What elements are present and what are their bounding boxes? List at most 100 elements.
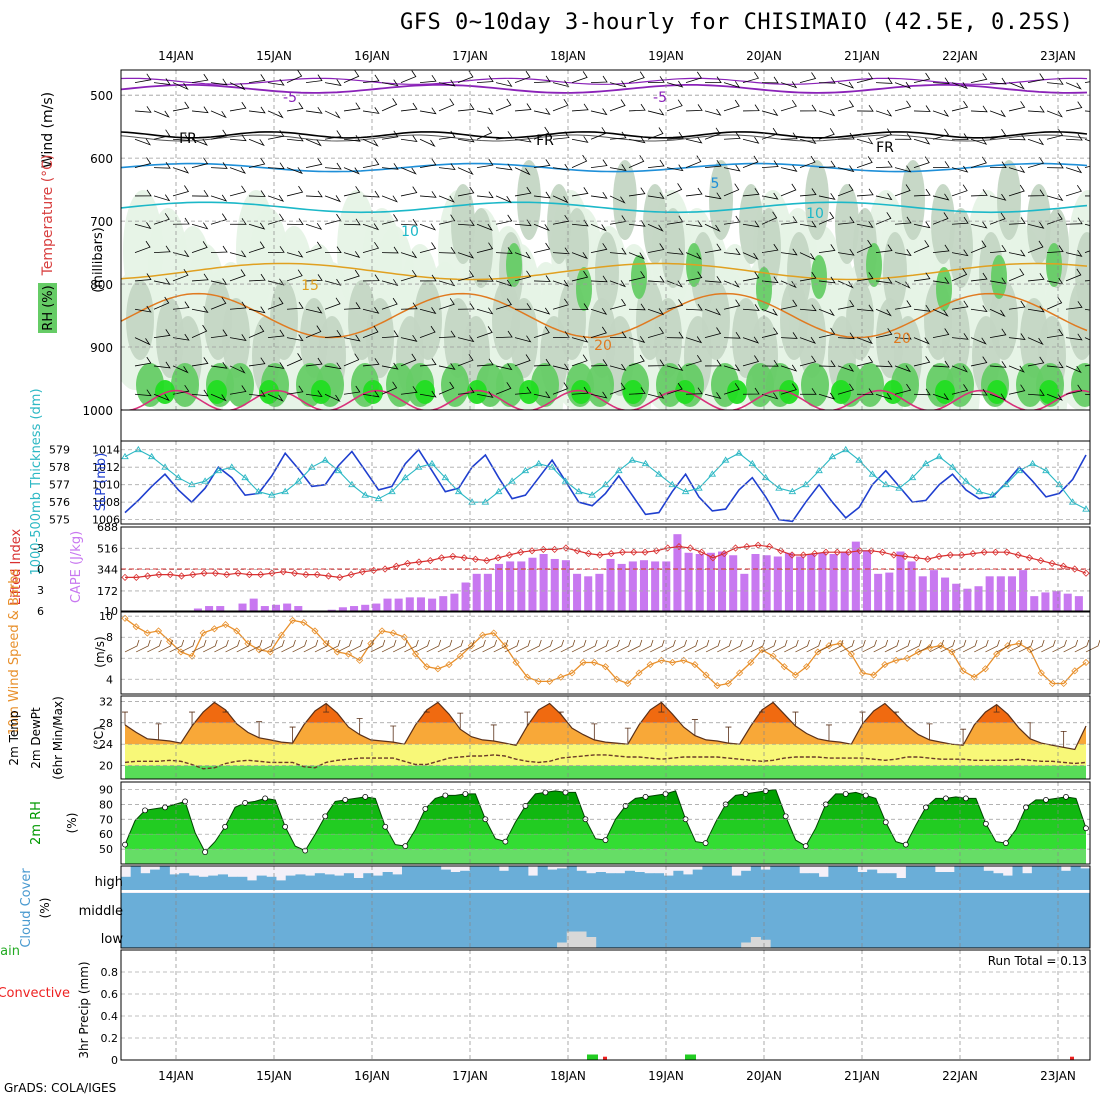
upper-wind-barb-550 [989,361,1007,368]
wind-speed-marker-22 [367,639,375,648]
upper-wind-barb-448 [837,183,854,197]
upper-wind-barb-202 [438,363,456,370]
upper-wind-barb-14 [153,129,171,140]
li-marker-9 [223,571,231,579]
li-marker-75 [969,550,977,558]
upper-wind-barb-234 [495,247,513,254]
upper-wind-barb-526 [951,365,968,373]
wind-barb-41 [582,639,598,653]
cloud-middle-bar-1 [130,893,141,948]
cloud-high-bar-37 [479,866,490,890]
li-marker-60 [799,551,807,559]
upper-wind-barb-402 [761,243,779,253]
li-y-tick-1: 0 [37,563,44,576]
rh-shade-190 [866,243,882,287]
thickness-marker-21 [401,473,410,481]
thickness-marker-20 [388,487,396,495]
upper-wind-barb-250 [514,354,531,367]
upper-wind-barb-537 [970,337,987,345]
upper-y-tick-4: 900 [90,341,113,355]
upper-wind-barb-510 [932,244,950,253]
cape-bar-79 [1007,576,1016,611]
upper-wind-barb-40 [191,189,209,197]
rh-shade-136 [805,160,829,240]
thickness-marker-46 [735,449,743,456]
precip-y-tick-3: 0.2 [101,1032,119,1045]
li-marker-42 [596,551,604,559]
cloud-high-bar-83 [925,866,936,890]
wind-barb-47 [650,639,665,653]
cape-bar-47 [651,561,660,611]
li-marker-79 [1014,551,1022,559]
upper-wind-barb-160 [381,195,398,203]
temp-minmax-6 [189,711,196,726]
upper-wind-barb-322 [628,354,645,367]
upper-wind-barb-332 [647,308,665,316]
upper-wind-barb-400 [761,192,779,200]
thickness-marker-50 [788,487,797,495]
upper-wind-barb-362 [704,127,721,140]
upper-wind-barb-258 [533,242,551,253]
upper-wind-barb-375 [723,164,741,172]
cloud-middle-bar-73 [828,893,839,948]
wind-barb-58 [772,639,788,653]
upper-wind-barb-106 [286,353,303,367]
upper-wind-barb-369 [704,327,722,338]
cloud-middle-bar-95 [1041,893,1052,948]
upper-wind-barb-101 [286,218,304,225]
upper-wind-barb-575 [1027,389,1045,396]
slp-y-tick-0: 1014 [92,444,120,457]
upper-wind-barb-256 [533,191,551,199]
upper-wind-barb-302 [609,131,627,140]
cloud-high-bar-55 [653,873,665,890]
isotherm-freezing [121,131,1088,139]
thickness-marker-5 [187,480,196,488]
upper-wind-barb-380 [723,299,741,310]
cloud-middle-bar-9 [208,893,219,948]
upper-wind-barb-159 [381,163,399,170]
upper-wind-barb-528 [970,73,988,83]
upper-wind-barb-364 [704,192,722,200]
upper-wind-barb-107 [286,385,304,395]
upper-wind-barb-549 [989,328,1007,338]
wind-speed-marker-80 [1015,639,1023,648]
upper-wind-barb-394 [742,355,760,367]
cape-bar-25 [405,597,414,611]
upper-air-fields [121,70,1090,410]
upper-wind-barb-186 [419,242,437,253]
rh-shade-175 [576,267,592,311]
rh-shade-169 [441,363,469,407]
isotherm-20 [121,292,1088,339]
upper-wind-barb-29 [172,217,190,225]
wind-speed-marker-28 [434,665,442,673]
upper-wind-barb-143 [343,385,361,395]
upper-wind-barb-335 [647,391,665,399]
temp-minmax-66 [859,711,866,724]
li-marker-32 [483,557,491,565]
cape-bar-57 [762,555,771,611]
wind-barb-76 [974,639,989,653]
cloud-high-bar-77 [867,869,878,890]
upper-wind-barb-321 [628,336,646,344]
wind-speed-marker-19 [333,648,341,656]
upper-wind-barb-555 [1008,166,1026,174]
cape-bar-59 [784,552,793,611]
rh-shade-154 [1027,184,1051,264]
upper-wind-barb-124 [324,195,342,203]
upper-wind-barb-287 [571,386,589,395]
cloud-middle-bar-8 [198,893,209,948]
cape-bar-43 [606,558,615,611]
upper-wind-barb-172 [400,186,418,197]
rh-shade-128 [709,160,733,240]
cloud-ylabel-units: (%) [38,898,52,919]
upper-wind-barb-347 [666,382,683,395]
cloud-middle-bar-2 [140,893,151,948]
li-marker-11 [245,571,253,579]
upper-wind-barb-585 [1046,328,1064,338]
li-marker-52 [709,554,717,562]
cloud-high-bar-52 [624,870,635,890]
upper-wind-barb-350 [685,136,703,144]
rh-shade-189 [856,363,884,407]
upper-wind-barb-189 [419,325,436,338]
cloud-high-bar-10 [217,874,228,890]
